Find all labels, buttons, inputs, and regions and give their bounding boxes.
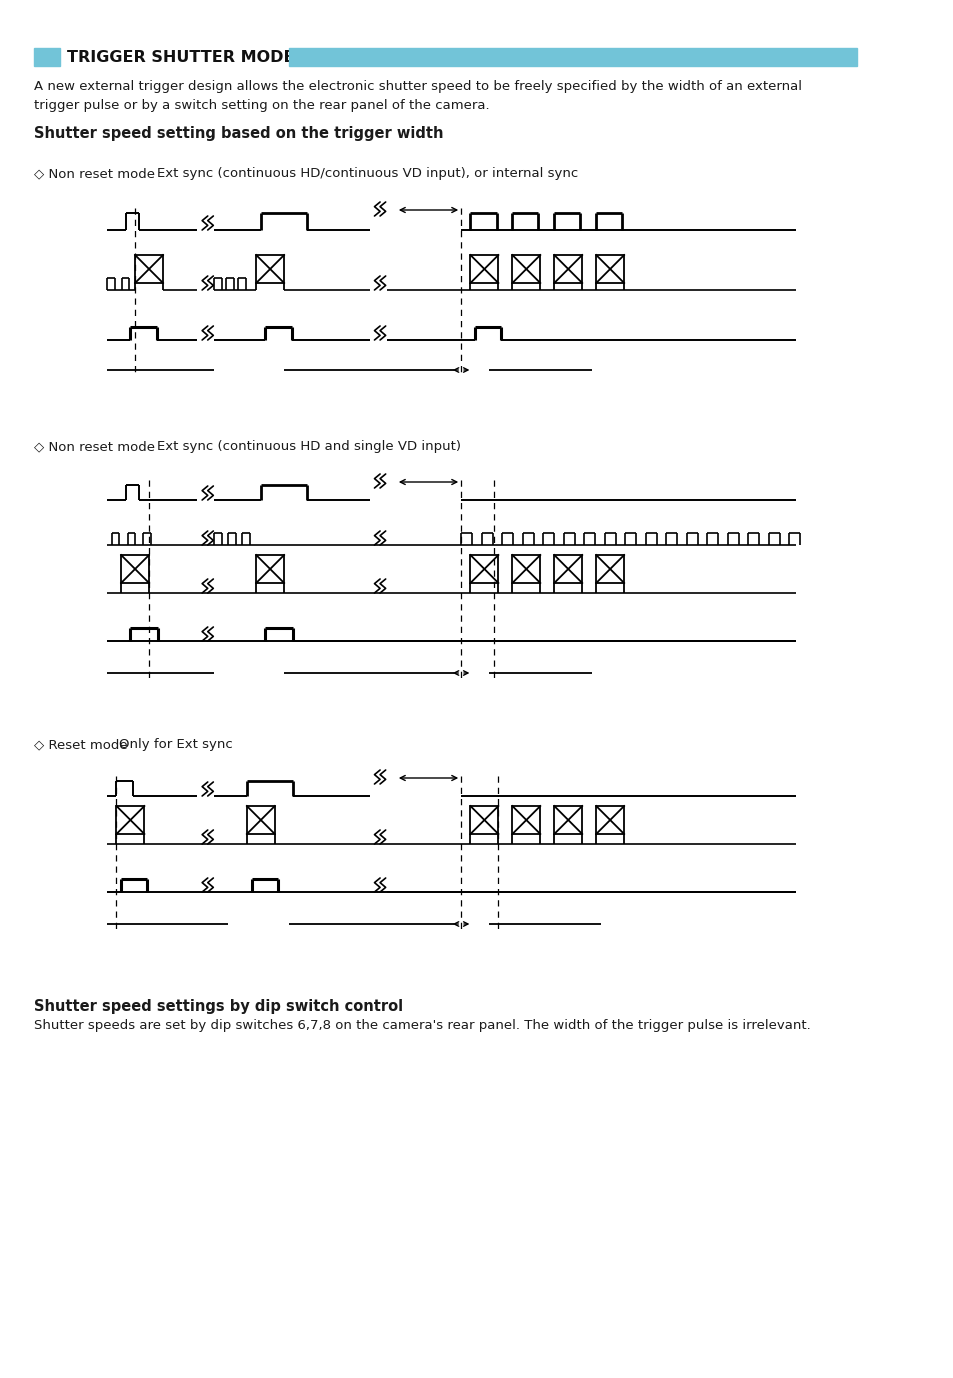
Bar: [512, 255, 539, 282]
Text: Only for Ext sync: Only for Ext sync: [119, 739, 233, 751]
Bar: [256, 555, 284, 583]
Text: Shutter speed setting based on the trigger width: Shutter speed setting based on the trigg…: [33, 125, 442, 141]
Text: Ext sync (continuous HD/continuous VD input), or internal sync: Ext sync (continuous HD/continuous VD in…: [156, 167, 578, 181]
Bar: [596, 255, 623, 282]
Text: ◇ Non reset mode: ◇ Non reset mode: [33, 167, 154, 181]
Bar: [135, 255, 163, 282]
Bar: [554, 255, 581, 282]
Bar: [116, 806, 144, 834]
Text: Shutter speed settings by dip switch control: Shutter speed settings by dip switch con…: [33, 999, 402, 1014]
Bar: [256, 255, 284, 282]
Bar: [554, 806, 581, 834]
Text: A new external trigger design allows the electronic shutter speed to be freely s: A new external trigger design allows the…: [33, 80, 801, 112]
Bar: [470, 255, 497, 282]
Bar: [554, 555, 581, 583]
Bar: [470, 806, 497, 834]
Bar: [512, 555, 539, 583]
Text: Ext sync (continuous HD and single VD input): Ext sync (continuous HD and single VD in…: [156, 440, 460, 453]
Text: Shutter speeds are set by dip switches 6,7,8 on the camera's rear panel. The wid: Shutter speeds are set by dip switches 6…: [33, 1018, 809, 1032]
Bar: [512, 806, 539, 834]
Bar: [289, 48, 856, 66]
Bar: [247, 806, 274, 834]
Text: ◇ Non reset mode: ◇ Non reset mode: [33, 440, 154, 453]
Bar: [121, 555, 149, 583]
Bar: [470, 555, 497, 583]
Text: TRIGGER SHUTTER MODES: TRIGGER SHUTTER MODES: [67, 50, 306, 65]
Bar: [596, 806, 623, 834]
Bar: [33, 48, 59, 66]
Bar: [596, 555, 623, 583]
Text: ◇ Reset mode: ◇ Reset mode: [33, 739, 127, 751]
